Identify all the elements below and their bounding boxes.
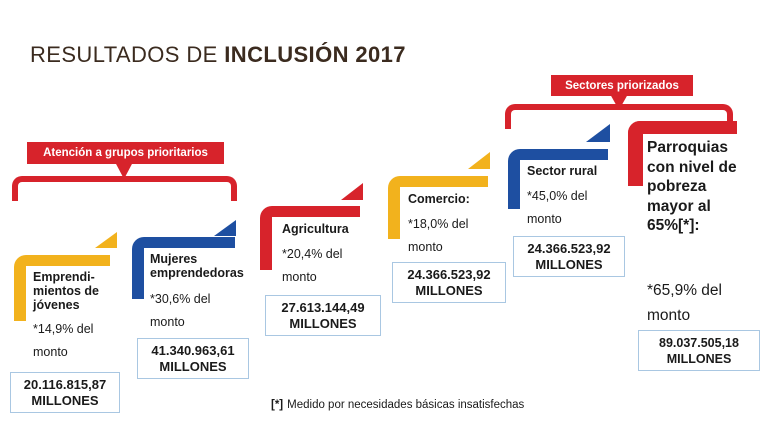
amount-value: 27.613.144,49	[281, 299, 365, 315]
amount-box: 41.340.963,61 MILLONES	[137, 338, 249, 379]
amount-unit: MILLONES	[31, 392, 99, 408]
step-corner-shape	[628, 121, 737, 186]
bracket-grupos-prioritarios	[12, 176, 237, 201]
step-corner-shape	[260, 206, 360, 270]
amount-value: 41.340.963,61	[151, 342, 235, 358]
title-emphasis: INCLUSIÓN 2017	[224, 42, 406, 67]
column-percent: *65,9% del monto	[647, 282, 722, 324]
amount-unit: MILLONES	[415, 282, 483, 298]
column-name: Emprendi- mientos de jóvenes	[33, 270, 99, 312]
footnote-marker: [*]	[271, 399, 284, 411]
column-name: Comercio:	[408, 192, 470, 206]
amount-unit: MILLONES	[289, 315, 357, 331]
amount-value: 24.366.523,92	[527, 240, 611, 256]
step-triangle-icon	[214, 220, 236, 236]
amount-box: 27.613.144,49 MILLONES	[265, 295, 381, 336]
column-percent: *30,6% del monto	[150, 292, 211, 329]
amount-value: 24.366.523,92	[407, 266, 491, 282]
page-title: RESULTADOS DE INCLUSIÓN 2017	[30, 42, 406, 68]
callout-sectores-priorizados: Sectores priorizados	[551, 75, 693, 96]
column-percent: *20,4% del monto	[282, 247, 343, 284]
step-triangle-icon	[468, 152, 490, 169]
title-prefix: RESULTADOS DE	[30, 42, 225, 67]
column-name: Sector rural	[527, 164, 598, 178]
bracket-sectores-priorizados	[505, 104, 733, 129]
step-corner-shape	[388, 176, 488, 239]
amount-box: 24.366.523,92 MILLONES	[513, 236, 625, 277]
step-corner-shape	[508, 149, 608, 209]
step-corner-shape	[132, 237, 235, 299]
callout-pointer-icon	[115, 162, 133, 179]
amount-value: 89.037.505,18	[659, 335, 739, 350]
amount-box: 20.116.815,87 MILLONES	[10, 372, 120, 413]
amount-unit: MILLONES	[159, 358, 227, 374]
amount-unit: MILLONES	[535, 256, 603, 272]
column-percent: *45,0% del monto	[527, 189, 588, 226]
column-name: Agricultura	[282, 222, 349, 236]
column-percent: *14,9% del monto	[33, 322, 94, 359]
column-name: Parroquias con nivel de pobreza mayor al…	[647, 139, 737, 234]
amount-box: 24.366.523,92 MILLONES	[392, 262, 506, 303]
column-name: Mujeres emprendedoras	[150, 252, 244, 280]
step-triangle-icon	[95, 232, 117, 248]
amount-box: 89.037.505,18 MILLONES	[638, 330, 760, 371]
step-triangle-icon	[341, 183, 363, 200]
amount-unit: MILLONES	[666, 351, 732, 366]
step-corner-shape	[14, 255, 110, 321]
amount-value: 20.116.815,87	[23, 376, 107, 392]
column-percent: *18,0% del monto	[408, 217, 469, 254]
callout-grupos-prioritarios: Atención a grupos prioritarios	[27, 142, 224, 164]
footnote-text: Medido por necesidades básicas insatisfe…	[287, 399, 525, 411]
footnote: [*] Medido por necesidades básicas insati…	[271, 399, 524, 411]
